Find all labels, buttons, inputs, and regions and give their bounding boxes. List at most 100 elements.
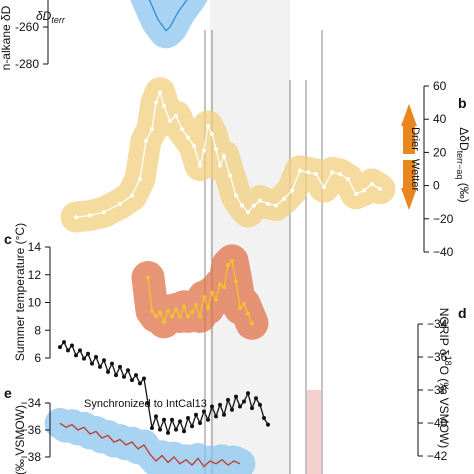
panel-c-data-point-0 [146,275,150,280]
panel-c-data-point-9 [182,304,186,309]
panel-d-data-point-45 [238,404,242,409]
panel-d-label: d [458,305,467,321]
panel-d-data-point-15 [118,364,122,369]
panel-b-data-point-27 [252,203,256,208]
panel-b-data-point-7 [150,127,154,132]
shaded-interval [210,0,290,474]
panel-b-series-line [75,90,381,218]
panel-c-data-point-22 [234,279,238,284]
panel-a-tick-label-1: -280 [15,57,39,71]
panel-b-data-point-25 [240,203,244,208]
panel-c-data-point-7 [174,307,178,312]
panel-d-data-point-43 [230,407,234,412]
panel-b-data-point-16 [198,163,202,168]
panel-d-data-point-8 [90,361,94,366]
panel-b-data-point-3 [118,201,122,206]
panel-b-data-point-0 [74,215,78,220]
panel-d-data-point-3 [70,343,74,348]
panel-d-data-point-5 [78,348,82,353]
panel-a-legend: δDterr [36,9,66,25]
panel-d-data-point-4 [74,353,78,358]
panel-b-data-point-17 [202,148,206,153]
panel-b-data-point-36 [322,185,326,190]
panel-b-data-point-37 [330,170,334,175]
panel-d-data-point-36 [202,409,206,414]
panel-b-tick-label-3: 0 [433,179,440,193]
panel-b-data-point-13 [180,127,184,132]
panel-d-data-point-20 [138,381,142,386]
panel-c-data-point-23 [238,306,242,311]
panel-d-data-point-28 [170,417,174,422]
shaded-interval-pink [307,390,321,474]
panel-b-data-point-6 [144,138,148,143]
panel-b-tick-label-2: 20 [433,145,447,159]
panel-d-data-point-9 [94,355,98,359]
panel-d-data-point-25 [158,427,162,432]
panel-d-data-point-51 [262,416,266,421]
panel-d-data-point-52 [266,422,270,427]
panel-e-series-line [59,422,241,468]
panel-d-data-point-48 [250,406,254,411]
panel-b-data-point-26 [246,210,250,215]
panel-c-data-point-14 [202,294,206,299]
panel-b-data-point-42 [370,181,374,186]
panel-c-data-point-17 [214,297,218,302]
panel-c-data-point-3 [158,310,162,315]
panel-c-tick-label-3: 8 [34,323,41,337]
panel-b-data-point-5 [138,176,142,181]
panel-c-data-point-19 [222,285,226,290]
panel-b-data-point-14 [186,135,190,140]
panel-c-data-point-4 [162,319,166,324]
panel-d-data-point-14 [114,373,118,378]
panel-b-data-point-31 [282,196,286,201]
panel-e-tick-label-2: −38 [21,450,42,464]
panel-b-ylabel: ΔδDterr−aq (‰) [455,127,471,202]
panel-c-data-point-1 [150,308,154,313]
panel-b-data-point-39 [346,176,350,181]
panel-c-data-point-24 [242,301,246,306]
panel-e-annotation: Synchronized to IntCal13 [84,398,207,410]
panel-b-data-point-8 [154,100,158,105]
panel-c-data-point-12 [194,303,198,308]
panel-d-data-point-2 [66,348,70,353]
panel-c-data-point-25 [246,311,250,316]
panel-b-data-point-41 [362,188,366,193]
panel-b-data-point-2 [102,210,106,215]
panel-c-data-point-10 [186,314,190,319]
panel-d-data-point-7 [86,351,90,356]
panel-b-data-point-11 [168,118,172,123]
panel-c-tick-label-2: 10 [28,296,42,310]
panel-d-data-point-29 [174,427,178,432]
panel-d-tick-label-0: −34 [427,317,448,331]
panel-b-data-point-29 [266,201,270,206]
panel-d-data-point-0 [58,345,62,350]
panel-d-data-point-41 [222,412,226,417]
panel-d-data-point-17 [126,368,130,373]
panel-d-data-point-34 [194,412,198,417]
panel-d-data-point-12 [106,369,110,374]
panel-b-data-point-34 [306,170,310,175]
panel-d-data-point-44 [234,394,238,399]
panel-d-data-point-19 [134,373,138,378]
panel-d-data-point-22 [146,401,150,406]
panel-a-series-line [148,0,188,32]
wetter-label: Wetter [409,159,421,192]
panel-d-tick-label-1: −36 [427,350,448,364]
panel-b-data-point-1 [88,213,92,218]
panel-c-ylabel: Summer temperature (°C) [13,223,27,361]
panel-d-data-point-42 [226,397,230,402]
panel-d-data-point-32 [186,416,190,421]
panel-c-data-point-15 [206,306,210,311]
panel-c-data-point-13 [198,314,202,319]
panel-b-tick-label-4: −20 [433,212,454,226]
panel-c-data-point-11 [190,310,194,315]
panel-b-data-point-35 [314,171,318,176]
drier-arrow: Drier [401,104,421,154]
panel-d-data-point-38 [210,404,214,409]
panel-b-data-point-24 [234,193,238,198]
panel-c-data-point-5 [166,308,170,313]
panel-d-data-point-26 [162,417,166,422]
panel-e-label: e [4,385,12,401]
panel-d-data-point-31 [182,429,186,434]
panel-d-tick-label-2: −38 [427,383,448,397]
